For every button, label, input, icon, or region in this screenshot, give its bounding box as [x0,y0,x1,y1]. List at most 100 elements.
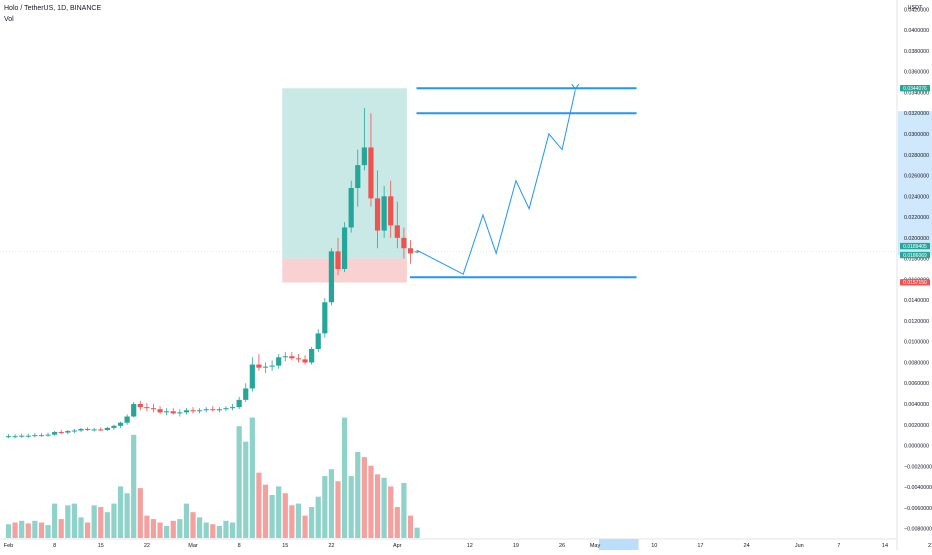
candle[interactable] [177,409,183,417]
candle[interactable] [322,298,328,338]
candle-body [78,428,84,431]
candle[interactable] [361,108,367,171]
candle[interactable] [394,201,400,249]
time-tick-label: 15 [282,543,288,549]
candle[interactable] [71,428,77,434]
candle[interactable] [368,113,374,207]
candle[interactable] [91,427,97,432]
candle[interactable] [243,383,249,402]
candle[interactable] [52,431,58,436]
price-tag-last[interactable]: 0.0189405 [900,242,930,250]
currency-label[interactable]: USDT [908,5,924,11]
candle[interactable] [19,433,25,438]
volume-indicator-label[interactable]: Vol [4,16,14,23]
candle-body [12,436,18,438]
price-tag-stop[interactable]: 0.0157150 [900,279,930,286]
candle-body [216,409,222,411]
candle[interactable] [262,362,269,373]
projection-path-drawing[interactable] [416,90,576,275]
candle-body [71,430,77,432]
volume-bar [45,525,51,538]
price-tag-target[interactable]: 0.0344076 [900,85,930,92]
price-tag-last[interactable]: 0.0186069 [900,251,930,259]
candle[interactable] [111,424,117,430]
volume-bar [5,524,12,538]
candle[interactable] [203,407,209,413]
candle[interactable] [84,427,91,432]
volume-bar [388,486,394,538]
candle-body [38,435,45,437]
candle[interactable] [388,180,394,238]
candle[interactable] [137,400,143,411]
candle[interactable] [407,239,414,264]
price-tag-label: 0.0344076 [903,86,927,92]
candle[interactable] [32,433,38,438]
volume-bar [256,472,262,538]
candle-body [322,302,328,334]
candle[interactable] [315,329,321,353]
candle[interactable] [348,180,354,233]
candle[interactable] [12,434,18,439]
candle-body [276,357,282,366]
candle[interactable] [223,406,229,412]
candle[interactable] [341,222,348,273]
volume-bar [381,477,387,538]
candle[interactable] [328,248,335,306]
price-tick-label: 0.0080000 [904,360,929,366]
candle[interactable] [164,408,170,416]
candle[interactable] [309,346,315,365]
candle[interactable] [144,402,150,412]
candle[interactable] [58,429,64,435]
candle[interactable] [210,406,216,412]
candle[interactable] [197,408,203,414]
candle[interactable] [236,396,242,410]
candle[interactable] [157,406,163,415]
candle[interactable] [65,429,71,435]
candle[interactable] [355,149,361,207]
candle[interactable] [150,404,157,413]
candle[interactable] [117,421,124,428]
candle[interactable] [282,352,288,362]
candle[interactable] [381,185,387,238]
candle[interactable] [295,354,302,363]
candle[interactable] [401,227,407,259]
candle[interactable] [104,426,110,432]
candle[interactable] [190,407,196,414]
candle[interactable] [269,360,275,371]
volume-bar [269,495,275,538]
candle[interactable] [25,433,31,438]
candle[interactable] [131,401,137,418]
candle[interactable] [276,354,282,369]
candle-body [269,365,275,367]
candle[interactable] [289,352,295,361]
candle[interactable] [98,427,104,432]
volume-bar [309,507,315,538]
volume-bar [295,503,302,538]
volume-bar [243,441,249,538]
candle-body [388,196,394,226]
candle[interactable] [229,404,236,411]
candle[interactable] [335,237,341,276]
candle[interactable] [256,354,262,371]
volume-bar [25,523,31,538]
price-tick-label: 0.0260000 [904,174,929,180]
candle[interactable] [183,408,190,415]
volume-bar [407,515,414,538]
candle[interactable] [170,408,176,415]
candle[interactable] [302,355,308,365]
candle[interactable] [38,433,45,437]
candle[interactable] [374,170,381,249]
candle[interactable] [216,407,222,413]
candle-body [111,425,117,428]
candle[interactable] [124,414,130,425]
candle[interactable] [5,434,12,439]
symbol-title[interactable]: Holo / TetherUS, 1D, BINANCE [4,5,102,12]
candle[interactable] [45,432,51,437]
candle[interactable] [78,427,84,433]
candle-body [84,428,91,430]
volume-bar [137,488,143,538]
candle-body [150,408,157,410]
candle[interactable] [249,357,255,392]
